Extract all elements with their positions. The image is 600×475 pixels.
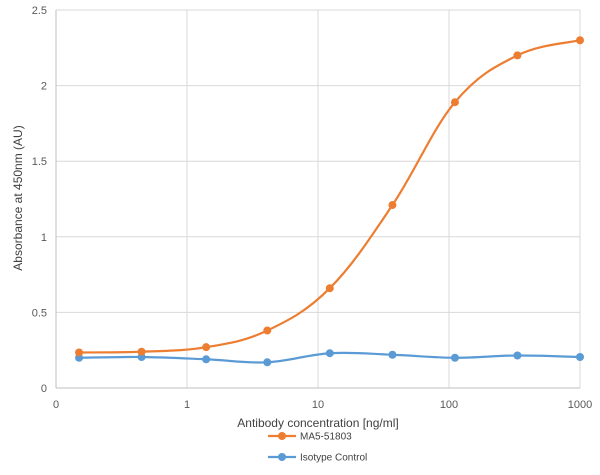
data-point (388, 350, 397, 359)
data-point (325, 284, 334, 293)
data-point (513, 351, 522, 360)
data-point (576, 353, 584, 362)
series-layer (75, 36, 584, 367)
data-point (202, 355, 211, 364)
y-tick-label: 2.5 (32, 5, 47, 17)
data-point (450, 98, 459, 107)
axes: 0 0.5 1 1.5 2 2.5 0 1 10 100 1000 (32, 5, 593, 411)
data-point (576, 36, 584, 45)
data-point (263, 326, 272, 335)
x-tick-label: 0 (53, 399, 59, 411)
legend-swatch-marker (278, 453, 286, 461)
legend-label: Isotype Control (300, 453, 367, 464)
y-axis-title: Absorbance at 450nm (AU) (11, 125, 25, 270)
x-axis-title: Antibody concentration [ng/ml] (237, 416, 398, 430)
legend-label: MA5-51803 (300, 432, 352, 443)
x-tick-label: 10 (312, 399, 324, 411)
data-point (263, 358, 272, 367)
x-tick-label: 1000 (568, 399, 592, 411)
y-tick-label: 1.5 (32, 156, 47, 168)
legend-item: MA5-51803 (268, 432, 352, 443)
y-tick-label: 1 (41, 232, 47, 244)
x-tick-label: 1 (184, 399, 190, 411)
data-point (388, 201, 397, 210)
x-tick-label: 100 (440, 399, 458, 411)
data-point (202, 343, 211, 352)
data-point (325, 349, 334, 358)
series-0 (75, 36, 584, 357)
y-tick-label: 0 (41, 383, 47, 395)
legend: MA5-51803 Isotype Control (268, 432, 367, 464)
series-line (79, 39, 581, 354)
data-point (75, 348, 84, 357)
y-tick-label: 0.5 (32, 307, 47, 319)
legend-item: Isotype Control (268, 453, 367, 464)
gridlines (55, 9, 581, 389)
data-point (513, 51, 522, 60)
legend-swatch-marker (278, 432, 286, 440)
y-tick-label: 2 (41, 81, 47, 93)
data-point (450, 353, 459, 362)
data-point (137, 347, 146, 356)
